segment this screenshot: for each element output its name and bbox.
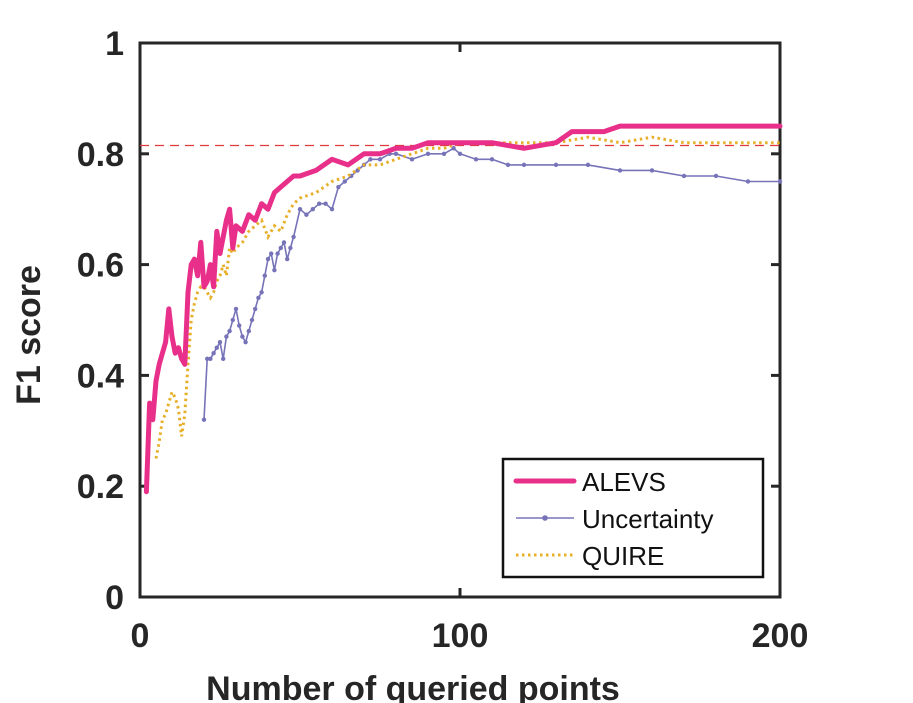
legend: ALEVS Uncertainty QUIRE <box>501 457 765 579</box>
data-point-uncertainty <box>288 245 293 251</box>
y-tick-label: 0 <box>105 579 124 617</box>
data-point-uncertainty <box>240 334 245 339</box>
data-point-uncertainty <box>217 339 223 345</box>
x-tick-label: 200 <box>752 617 809 655</box>
data-point-uncertainty <box>323 201 328 206</box>
data-point-uncertainty <box>368 157 373 162</box>
data-point-uncertainty <box>281 240 287 245</box>
data-point-uncertainty <box>243 339 248 345</box>
data-point-uncertainty <box>278 245 283 251</box>
data-point-uncertainty <box>473 157 479 162</box>
data-point-uncertainty <box>208 356 213 361</box>
data-point-uncertainty <box>304 212 309 217</box>
data-point-uncertainty <box>617 168 623 173</box>
data-point-uncertainty <box>521 162 527 168</box>
data-point-uncertainty <box>489 157 495 162</box>
data-point-uncertainty <box>233 306 239 312</box>
data-point-uncertainty <box>336 184 341 190</box>
data-point-uncertainty <box>441 151 447 156</box>
data-point-uncertainty <box>393 151 399 156</box>
data-point-uncertainty <box>329 207 335 212</box>
data-point-uncertainty <box>553 162 559 168</box>
data-point-uncertainty <box>265 256 271 262</box>
data-point-uncertainty <box>272 267 277 273</box>
data-point-uncertainty <box>259 290 264 295</box>
data-point-uncertainty <box>409 157 415 162</box>
data-point-uncertainty <box>457 151 463 156</box>
legend-marker-uncertainty <box>542 515 548 521</box>
data-point-uncertainty <box>211 351 216 356</box>
data-point-uncertainty <box>262 273 267 278</box>
data-point-uncertainty <box>451 146 456 151</box>
data-point-uncertainty <box>253 306 258 312</box>
y-tick-label: 0.4 <box>77 357 124 395</box>
data-point-uncertainty <box>275 251 280 256</box>
data-point-uncertainty <box>649 168 655 173</box>
data-point-uncertainty <box>297 207 303 212</box>
legend-label-uncertainty: Uncertainty <box>582 504 714 534</box>
data-point-uncertainty <box>342 179 347 184</box>
data-point-uncertainty <box>585 162 591 168</box>
legend-label-alevs: ALEVS <box>582 467 666 497</box>
data-point-uncertainty <box>317 201 322 206</box>
data-point-uncertainty <box>777 179 783 184</box>
data-point-uncertainty <box>425 151 431 156</box>
data-point-uncertainty <box>681 173 687 179</box>
y-tick-label: 0.2 <box>77 468 124 506</box>
legend-label-quire: QUIRE <box>582 541 664 571</box>
data-point-uncertainty <box>205 356 210 361</box>
series-alevs <box>143 123 783 495</box>
data-point-uncertainty <box>269 251 274 256</box>
data-point-uncertainty <box>377 157 383 162</box>
data-point-uncertainty <box>713 173 719 179</box>
data-point-uncertainty <box>505 162 511 168</box>
data-point-uncertainty <box>246 328 251 334</box>
data-point-uncertainty <box>745 179 751 184</box>
x-axis-label: Number of queried points <box>206 670 620 703</box>
series-uncertainty <box>201 146 783 422</box>
data-point-uncertainty <box>201 417 207 422</box>
data-point-uncertainty <box>227 328 232 334</box>
series-line-alevs <box>143 123 783 495</box>
data-point-uncertainty <box>310 207 315 212</box>
y-axis-label: F1 score <box>10 265 48 405</box>
data-point-uncertainty <box>221 356 226 361</box>
data-point-uncertainty <box>230 317 235 323</box>
data-point-uncertainty <box>285 256 290 262</box>
data-point-uncertainty <box>237 323 242 328</box>
data-point-uncertainty <box>249 317 255 323</box>
y-tick-label: 0.6 <box>77 247 124 285</box>
data-point-uncertainty <box>224 334 229 339</box>
data-point-uncertainty <box>214 345 219 350</box>
axis-tick-labels: 0 0.2 0.4 0.6 0.8 1 0 100 200 <box>77 25 809 655</box>
series-layer <box>143 123 783 495</box>
y-tick-label: 1 <box>105 25 124 63</box>
data-point-uncertainty <box>291 234 296 240</box>
x-tick-label: 100 <box>432 617 489 655</box>
x-tick-label: 0 <box>131 617 150 655</box>
data-point-uncertainty <box>256 295 261 301</box>
y-tick-label: 0.8 <box>77 136 124 174</box>
